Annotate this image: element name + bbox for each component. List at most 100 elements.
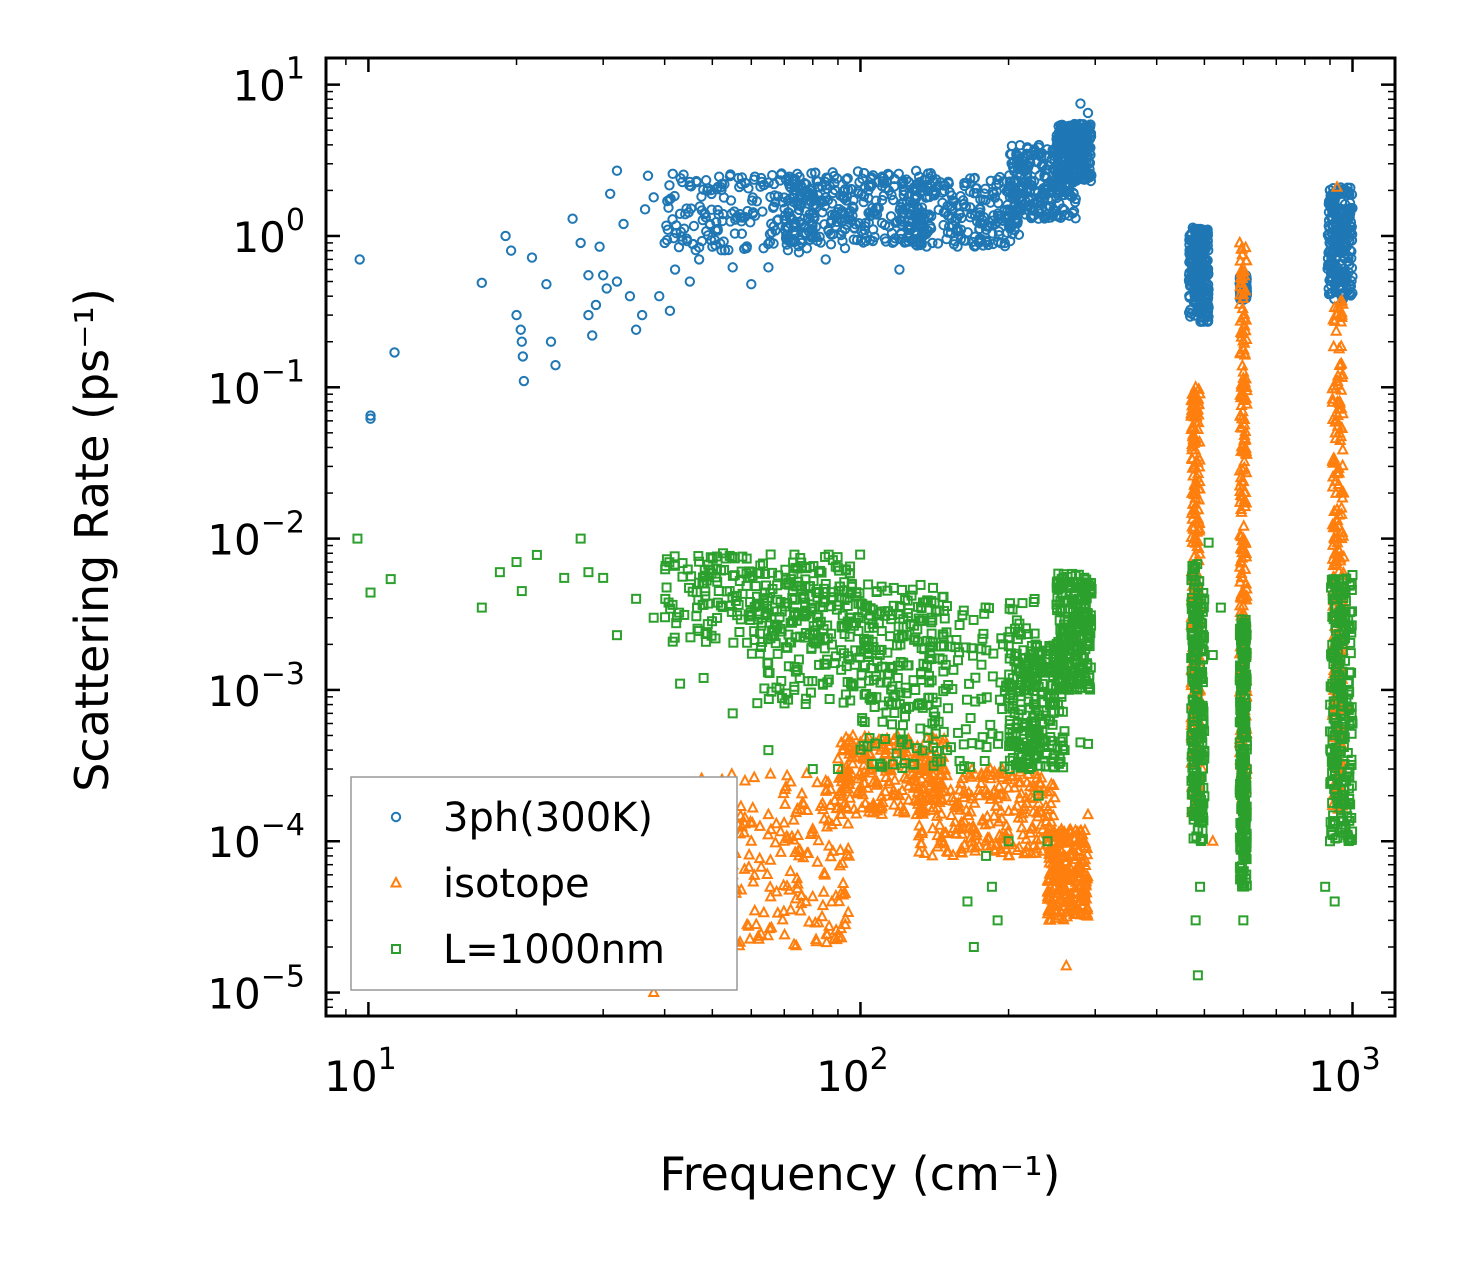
- data-point: [991, 186, 1002, 197]
- data-point: [713, 586, 724, 597]
- data-point: [892, 672, 903, 683]
- data-point: [1324, 248, 1335, 259]
- data-point: [1013, 153, 1025, 164]
- data-point: [806, 889, 819, 902]
- data-point: [1032, 195, 1044, 206]
- data-point: [842, 173, 853, 184]
- data-point: [624, 290, 636, 302]
- data-point: [831, 216, 843, 228]
- data-point: [594, 241, 605, 252]
- data-point: [737, 212, 749, 223]
- data-point: [976, 659, 987, 670]
- data-point: [664, 305, 676, 317]
- data-point: [618, 218, 629, 230]
- data-point: [636, 309, 648, 321]
- data-point: [673, 241, 685, 253]
- data-point: [808, 227, 819, 238]
- data-point: [755, 172, 767, 184]
- data-point: [885, 631, 896, 642]
- data-point: [865, 210, 876, 222]
- data-point: [518, 375, 530, 387]
- data-point: [981, 809, 994, 822]
- data-point: [727, 262, 738, 273]
- data-point: [746, 195, 758, 206]
- series-1: [354, 98, 1358, 424]
- data-point: [728, 637, 739, 648]
- data-point: [639, 204, 651, 215]
- data-point: [938, 207, 950, 218]
- data-point: [763, 177, 774, 188]
- data-point: [896, 219, 907, 230]
- data-point: [926, 848, 939, 861]
- data-point: [778, 797, 792, 809]
- data-point: [654, 290, 665, 302]
- data-point: [724, 170, 736, 182]
- data-point: [1054, 198, 1065, 209]
- data-point: [678, 169, 689, 180]
- data-point: [836, 876, 850, 889]
- data-point: [690, 244, 701, 256]
- data-point: [784, 774, 797, 787]
- data-point: [1188, 277, 1200, 288]
- data-point: [1346, 253, 1357, 264]
- data-point: [771, 906, 784, 918]
- data-point: [777, 197, 789, 208]
- data-point: [811, 855, 824, 867]
- data-point: [816, 898, 830, 911]
- data-point: [1342, 233, 1353, 244]
- data-point: [1023, 178, 1035, 189]
- data-point: [829, 209, 841, 221]
- data-point: [782, 229, 793, 240]
- data-point: [889, 707, 900, 718]
- data-point: [1069, 118, 1080, 130]
- data-point: [942, 703, 953, 714]
- data-point: [937, 187, 948, 198]
- data-point: [697, 214, 708, 226]
- data-point: [988, 188, 1000, 200]
- data-point: [764, 767, 777, 779]
- data-point: [587, 330, 598, 341]
- data-point: [515, 324, 526, 335]
- data-point: [824, 849, 837, 862]
- data-point: [985, 197, 996, 208]
- data-point: [753, 819, 767, 831]
- data-point: [1331, 265, 1343, 277]
- data-point: [746, 800, 759, 813]
- data-point: [806, 232, 817, 243]
- data-point: [763, 262, 774, 273]
- data-point: [834, 843, 847, 855]
- data-point: [1075, 98, 1086, 109]
- data-point: [713, 209, 724, 220]
- data-point: [932, 238, 944, 249]
- data-point: [1195, 223, 1206, 235]
- data-point: [1340, 270, 1352, 281]
- data-point: [659, 237, 670, 249]
- data-point: [764, 853, 777, 865]
- data-point: [717, 208, 729, 220]
- data-point: [938, 180, 949, 191]
- data-point: [853, 218, 865, 229]
- data-point: [819, 200, 831, 212]
- data-point: [890, 217, 901, 228]
- data-point: [597, 270, 609, 281]
- data-point: [794, 802, 808, 815]
- data-point: [877, 716, 888, 727]
- data-point: [886, 189, 897, 201]
- data-point: [863, 579, 874, 590]
- data-point: [832, 894, 846, 907]
- data-point: [545, 336, 557, 347]
- data-point: [902, 220, 913, 231]
- data-point: [893, 168, 904, 179]
- data-point: [791, 828, 805, 841]
- data-point: [746, 278, 757, 290]
- data-point: [1341, 216, 1353, 228]
- data-point: [1013, 229, 1025, 240]
- data-point: [916, 230, 927, 242]
- data-point: [954, 208, 966, 220]
- data-point: [702, 185, 713, 196]
- data-point: [841, 816, 855, 829]
- data-point: [899, 185, 910, 196]
- data-point: [832, 207, 843, 218]
- data-point: [1004, 206, 1015, 218]
- data-point: [812, 190, 824, 201]
